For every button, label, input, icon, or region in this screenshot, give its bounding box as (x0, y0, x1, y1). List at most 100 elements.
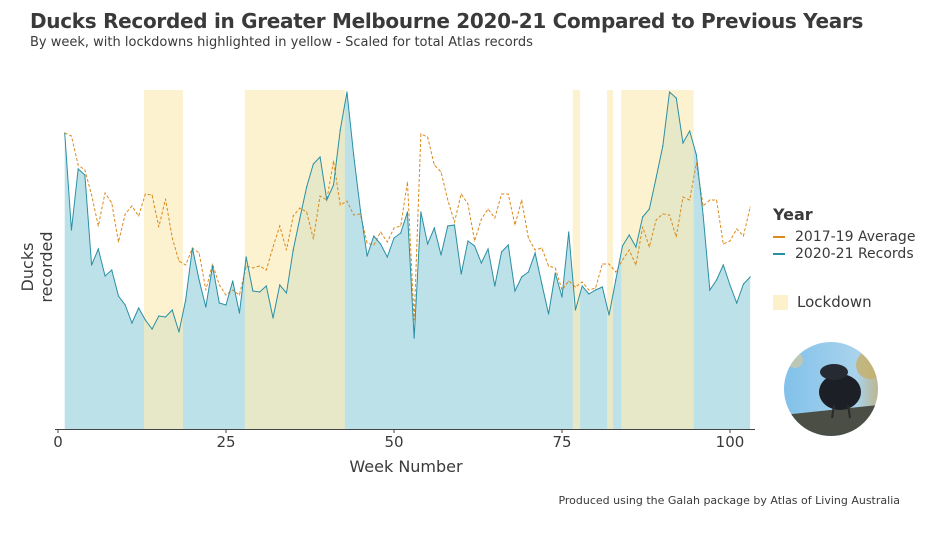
average-point (702, 205, 704, 207)
average-point (326, 199, 328, 201)
records-point (722, 264, 724, 266)
records-point (104, 275, 106, 277)
average-point (635, 264, 637, 266)
records-point (715, 279, 718, 281)
average-point (191, 247, 193, 249)
legend-title: Year (773, 205, 813, 224)
average-point (474, 240, 476, 242)
average-point (420, 133, 422, 135)
average-point (386, 241, 388, 243)
average-point (185, 264, 187, 266)
records-point (474, 245, 476, 247)
average-point (621, 259, 623, 261)
records-point (151, 328, 153, 330)
records-point (164, 316, 167, 318)
average-point (628, 249, 630, 251)
records-point (695, 154, 698, 156)
records-point (386, 256, 388, 258)
records-point (259, 291, 261, 293)
average-point (675, 236, 677, 238)
average-point (178, 260, 180, 262)
records-point (306, 186, 308, 188)
records-point (588, 293, 590, 295)
records-point (507, 244, 509, 246)
average-point (648, 246, 650, 248)
records-point (265, 285, 267, 287)
legend-label: Lockdown (797, 293, 872, 311)
records-point (574, 309, 577, 311)
records-point (393, 237, 395, 239)
average-point (306, 211, 308, 213)
records-point (346, 91, 348, 93)
records-point (460, 273, 462, 275)
average-point (299, 207, 301, 209)
average-point (689, 199, 691, 201)
average-point (232, 289, 234, 291)
average-point (501, 193, 503, 195)
records-point (682, 142, 684, 144)
average-point (70, 135, 72, 137)
records-point (91, 264, 93, 266)
average-point (440, 171, 442, 173)
records-point (238, 312, 241, 314)
average-point (467, 203, 469, 205)
average-point (527, 237, 529, 239)
records-point (359, 209, 361, 211)
records-point (171, 309, 173, 311)
average-point (285, 249, 287, 251)
records-point (158, 315, 160, 317)
average-point (581, 281, 583, 283)
records-point (547, 313, 550, 315)
records-point (628, 234, 630, 236)
records-point (84, 174, 86, 176)
records-point (198, 279, 200, 281)
average-point (265, 269, 267, 271)
legend-label: 2020-21 Records (795, 246, 914, 262)
average-point (682, 196, 684, 198)
average-point (218, 284, 220, 286)
average-point (77, 164, 79, 166)
average-point (447, 199, 449, 201)
average-point (749, 206, 751, 208)
average-point (709, 199, 711, 201)
records-point (736, 302, 738, 304)
records-point (689, 130, 691, 132)
average-point (588, 289, 590, 291)
records-point (709, 289, 711, 291)
average-point (548, 265, 550, 267)
records-point (668, 91, 671, 93)
average-point (84, 169, 86, 171)
average-point (380, 231, 382, 233)
records-point (218, 302, 220, 304)
records-point (568, 231, 570, 233)
average-point (722, 243, 724, 245)
x-tick-label: 25 (216, 433, 236, 451)
records-point (621, 245, 624, 247)
records-point (521, 276, 523, 278)
lockdown-band (244, 90, 345, 429)
average-point (111, 202, 113, 204)
legend-item-lockdown: Lockdown (773, 293, 872, 311)
legend-item-average: 2017-19 Average (773, 229, 915, 245)
average-point (245, 265, 247, 267)
average-point (742, 235, 744, 237)
records-point (527, 271, 530, 273)
average-point (64, 132, 66, 134)
x-tick-label: 100 (715, 433, 745, 451)
records-point (285, 292, 288, 294)
records-point (642, 216, 644, 218)
average-point (615, 271, 617, 273)
average-point (433, 164, 435, 166)
records-point (144, 319, 146, 321)
average-point (165, 198, 167, 200)
records-point (131, 322, 133, 324)
records-point (675, 97, 677, 99)
average-point (259, 265, 261, 267)
records-point (245, 256, 247, 258)
average-point (144, 193, 146, 195)
x-tick-label: 50 (384, 433, 404, 451)
records-point (70, 229, 73, 231)
lockdown-band (572, 90, 581, 429)
average-point (366, 242, 368, 244)
